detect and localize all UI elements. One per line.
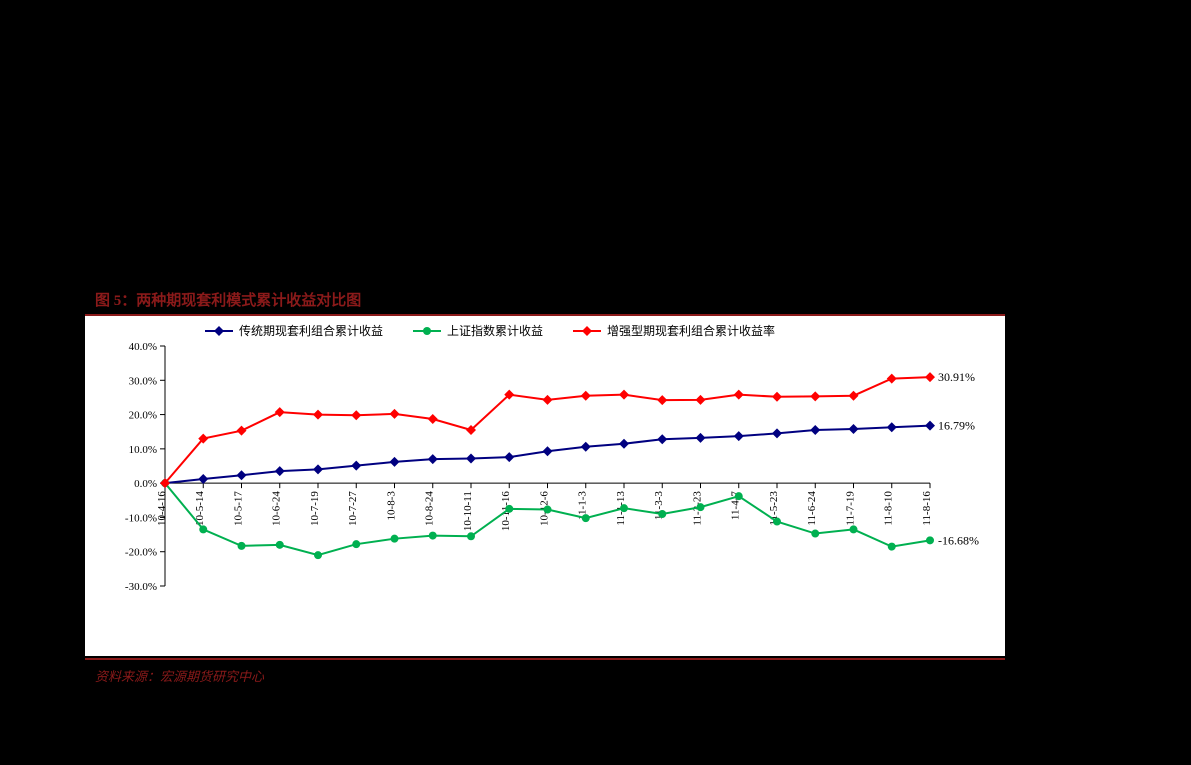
svg-text:10-7-19: 10-7-19: [309, 491, 321, 526]
svg-text:30.91%: 30.91%: [938, 370, 975, 384]
svg-text:10-8-24: 10-8-24: [424, 491, 436, 526]
svg-text:上证指数累计收益: 上证指数累计收益: [447, 323, 543, 338]
svg-text:10.0%: 10.0%: [129, 444, 157, 456]
svg-text:10-6-24: 10-6-24: [271, 491, 283, 526]
svg-text:10-5-17: 10-5-17: [233, 491, 245, 526]
svg-text:16.79%: 16.79%: [938, 419, 975, 433]
svg-text:增强型期现套利组合累计收益率: 增强型期现套利组合累计收益率: [607, 323, 775, 338]
svg-text:10-8-3: 10-8-3: [386, 491, 398, 521]
svg-text:-20.0%: -20.0%: [125, 547, 157, 559]
svg-text:20.0%: 20.0%: [129, 410, 157, 422]
svg-text:11-8-16: 11-8-16: [921, 491, 933, 526]
svg-text:传统期现套利组合累计收益: 传统期现套利组合累计收益: [239, 323, 383, 338]
svg-text:30.0%: 30.0%: [129, 375, 157, 387]
svg-text:11-8-10: 11-8-10: [883, 491, 895, 526]
svg-text:40.0%: 40.0%: [129, 341, 157, 353]
chart-title: 图 5：两种期现套利模式累计收益对比图: [85, 285, 1005, 316]
svg-text:-16.68%: -16.68%: [938, 533, 979, 547]
svg-text:-30.0%: -30.0%: [125, 581, 157, 593]
chart-source: 资料来源：宏源期货研究中心: [85, 658, 1005, 685]
svg-text:-10.0%: -10.0%: [125, 512, 157, 524]
svg-text:10-10-11: 10-10-11: [462, 491, 474, 531]
figure-container: 图 5：两种期现套利模式累计收益对比图 -30.0% -20.0% -10.0% 0.…: [85, 285, 1005, 685]
svg-text:0.0%: 0.0%: [134, 478, 157, 490]
svg-text:11-6-24: 11-6-24: [806, 491, 818, 526]
chart-plot: -30.0% -20.0% -10.0% 0.0% 10.0% 20.0% 30.0% 40.…: [85, 316, 1005, 656]
svg-text:11-7-19: 11-7-19: [845, 491, 857, 526]
svg-text:10-4-16: 10-4-16: [156, 491, 168, 526]
svg-text:10-7-27: 10-7-27: [347, 491, 359, 526]
